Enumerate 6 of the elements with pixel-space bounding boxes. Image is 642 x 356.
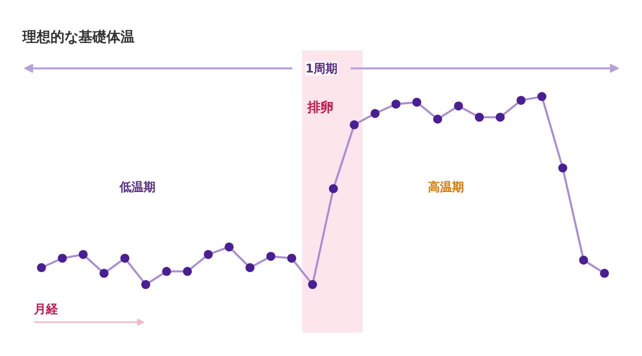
text: 月経 [33, 302, 60, 316]
chart-title: 理想的な基礎体温 [22, 30, 134, 46]
annotation: 低温期 [118, 180, 156, 194]
annotation: 排卵 [306, 99, 334, 116]
text: 1周期 [305, 61, 338, 76]
annotation: 高温期 [428, 180, 464, 194]
